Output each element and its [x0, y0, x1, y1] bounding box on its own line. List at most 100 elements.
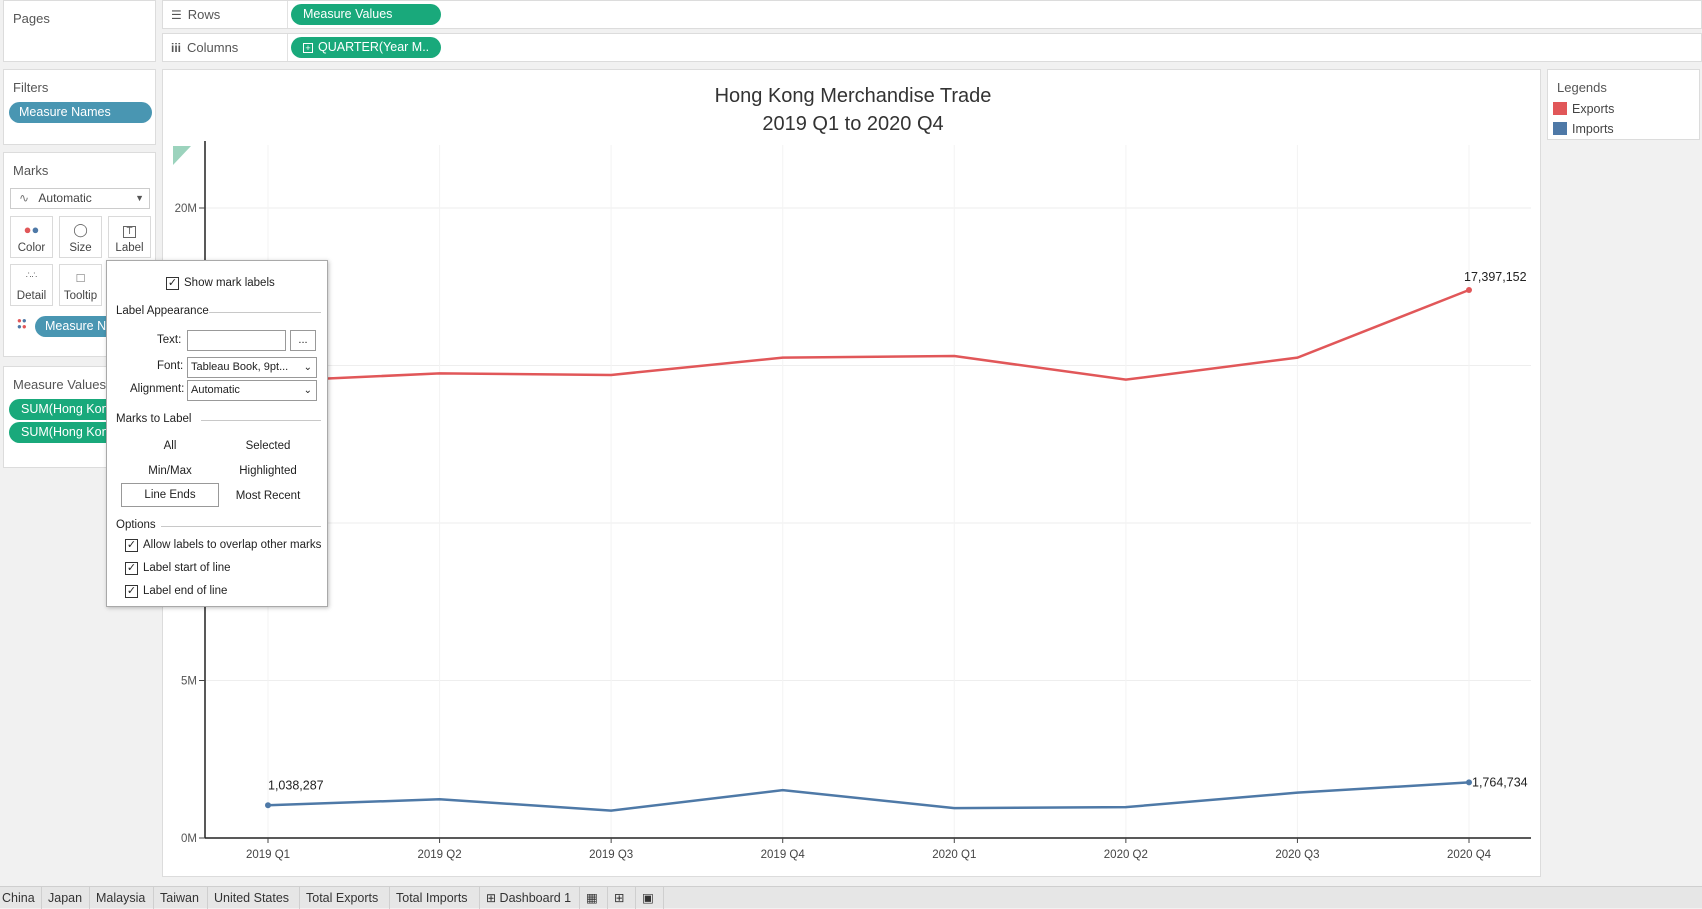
- options-heading: Options: [116, 519, 156, 531]
- data-point: [1466, 286, 1472, 293]
- size-icon: ◯: [73, 222, 88, 237]
- chevron-down-icon: ▼: [135, 193, 144, 203]
- x-tick-label: 2020 Q2: [1104, 849, 1148, 861]
- x-tick-label: 2019 Q2: [418, 849, 462, 861]
- option-selected[interactable]: Selected: [245, 440, 291, 452]
- font-dropdown[interactable]: Tableau Book, 9pt... ⌄: [187, 357, 317, 378]
- legends-title: Legends: [1557, 80, 1607, 95]
- filters-title: Filters: [13, 80, 49, 95]
- data-point: [1466, 779, 1472, 786]
- option-highlighted[interactable]: Highlighted: [239, 465, 297, 477]
- option-most-recent[interactable]: Most Recent: [235, 490, 301, 502]
- font-label: Font:: [157, 360, 184, 372]
- series-line-exports: [267, 288, 1470, 383]
- line-chart[interactable]: Hong Kong Merchandise Trade 2019 Q1 to 2…: [163, 70, 1540, 876]
- data-point: [265, 802, 271, 809]
- tab-china[interactable]: China: [0, 887, 42, 909]
- detail-icon: ∴∴: [25, 270, 38, 280]
- new-dashboard-button[interactable]: ⊞: [608, 887, 636, 909]
- legends-card: Legends Exports Imports: [1547, 69, 1700, 140]
- tab-total-imports[interactable]: Total Imports: [390, 887, 480, 909]
- new-worksheet-button[interactable]: ▦: [580, 887, 608, 909]
- x-tick-label: 2020 Q1: [932, 849, 976, 861]
- data-label: 1,038,287: [268, 778, 324, 792]
- rows-shelf[interactable]: ☰ Rows Measure Values: [162, 0, 1702, 29]
- option-all[interactable]: All: [163, 440, 177, 452]
- columns-shelf[interactable]: iii Columns + QUARTER(Year M..: [162, 33, 1702, 62]
- columns-quarter-pill[interactable]: + QUARTER(Year M..: [291, 37, 441, 58]
- columns-icon: iii: [171, 41, 182, 55]
- chart-area[interactable]: Hong Kong Merchandise Trade 2019 Q1 to 2…: [162, 69, 1541, 877]
- label-start-checkbox[interactable]: ✓: [125, 562, 138, 575]
- data-label: 17,397,152: [1464, 270, 1527, 284]
- filter-measure-names-pill[interactable]: Measure Names: [9, 102, 152, 123]
- tooltip-icon: □: [76, 270, 85, 285]
- new-dashboard-icon: ⊞: [614, 891, 625, 905]
- x-tick-label: 2019 Q1: [246, 849, 290, 861]
- tab-dashboard-1[interactable]: ⊞ Dashboard 1: [480, 887, 580, 909]
- text-edit-button[interactable]: ...: [290, 330, 316, 351]
- legend-item-exports[interactable]: Exports: [1572, 102, 1615, 116]
- alignment-dropdown[interactable]: Automatic ⌄: [187, 380, 317, 401]
- x-tick-label: 2020 Q3: [1275, 849, 1319, 861]
- pages-title: Pages: [13, 11, 50, 26]
- line-icon: ∿: [19, 191, 30, 205]
- color-button[interactable]: ●● Color: [10, 216, 53, 258]
- text-field[interactable]: [187, 330, 286, 351]
- detail-button[interactable]: ∴∴ Detail: [10, 264, 53, 306]
- tab-malaysia[interactable]: Malaysia: [90, 887, 154, 909]
- series-line-imports: [267, 781, 1470, 812]
- label-popup: ✓ Show mark labels Label Appearance Text…: [106, 260, 328, 607]
- pages-card: Pages: [3, 0, 156, 62]
- marks-card: Marks ∿ Automatic ▼ ●● Color ◯ Size T La…: [3, 152, 156, 357]
- allow-overlap-text: Allow labels to overlap other marks: [143, 539, 322, 551]
- x-tick-label: 2019 Q3: [589, 849, 633, 861]
- label-end-checkbox[interactable]: ✓: [125, 585, 138, 598]
- legend-swatch-exports: [1553, 102, 1567, 115]
- option-min-max[interactable]: Min/Max: [148, 465, 192, 477]
- text-field-label: Text:: [157, 334, 182, 346]
- data-label: 1,764,734: [1472, 775, 1528, 789]
- legend-item-imports[interactable]: Imports: [1572, 122, 1614, 136]
- axis-corner-marker: [173, 146, 191, 165]
- new-story-icon: ▣: [642, 891, 654, 905]
- tab-taiwan[interactable]: Taiwan: [154, 887, 208, 909]
- color-dots-icon: ●● ●●: [17, 316, 27, 331]
- size-button[interactable]: ◯ Size: [59, 216, 102, 258]
- label-button[interactable]: T Label: [108, 216, 151, 258]
- legend-swatch-imports: [1553, 122, 1567, 135]
- filters-card: Filters Measure Names: [3, 69, 156, 145]
- mark-type-value: Automatic: [38, 191, 92, 205]
- measure-values-title: Measure Values: [13, 377, 106, 392]
- sheet-tabs: China Japan Malaysia Taiwan United State…: [0, 886, 1702, 909]
- show-mark-labels-checkbox[interactable]: ✓: [166, 277, 179, 290]
- rows-measure-values-pill[interactable]: Measure Values: [291, 4, 441, 25]
- option-line-ends[interactable]: Line Ends: [121, 483, 219, 507]
- y-tick-label: 5M: [181, 676, 197, 688]
- label-start-text: Label start of line: [143, 562, 231, 574]
- alignment-label: Alignment:: [130, 383, 185, 395]
- allow-overlap-checkbox[interactable]: ✓: [125, 539, 138, 552]
- x-tick-label: 2019 Q4: [761, 849, 806, 861]
- chevron-down-icon: ⌄: [303, 362, 312, 373]
- columns-label: iii Columns: [171, 40, 239, 55]
- marks-to-label-heading: Marks to Label: [116, 413, 192, 425]
- tooltip-button[interactable]: □ Tooltip: [59, 264, 102, 306]
- tab-total-exports[interactable]: Total Exports: [300, 887, 390, 909]
- expand-icon: +: [303, 43, 313, 53]
- tab-united-states[interactable]: United States: [208, 887, 300, 909]
- tab-japan[interactable]: Japan: [42, 887, 90, 909]
- mark-type-dropdown[interactable]: ∿ Automatic ▼: [10, 188, 150, 209]
- rows-icon: ☰: [171, 8, 182, 22]
- dashboard-icon: ⊞: [486, 891, 497, 905]
- chevron-down-icon: ⌄: [303, 385, 312, 396]
- y-tick-label: 0M: [181, 833, 197, 845]
- new-story-button[interactable]: ▣: [636, 887, 664, 909]
- marks-title: Marks: [13, 163, 49, 178]
- label-appearance-heading: Label Appearance: [116, 305, 209, 317]
- x-tick-label: 2020 Q4: [1447, 849, 1492, 861]
- y-tick-label: 20M: [175, 203, 197, 215]
- rows-label: ☰ Rows: [171, 7, 221, 22]
- color-icon: ●●: [23, 222, 40, 237]
- label-end-text: Label end of line: [143, 585, 228, 597]
